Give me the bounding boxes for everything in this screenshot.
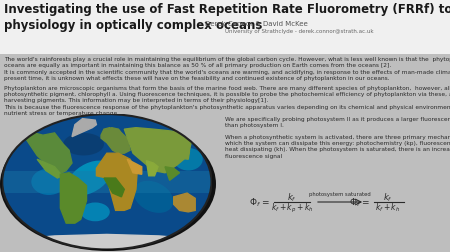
Ellipse shape bbox=[63, 133, 104, 156]
Polygon shape bbox=[104, 178, 124, 197]
Text: $\Phi_f\, =\,$: $\Phi_f\, =\,$ bbox=[248, 196, 270, 208]
Ellipse shape bbox=[0, 117, 216, 251]
Bar bbox=[0, 0, 450, 55]
Polygon shape bbox=[101, 128, 130, 154]
Text: $k_f + k_h$: $k_f + k_h$ bbox=[375, 201, 401, 213]
Polygon shape bbox=[2, 235, 212, 249]
Text: Investigating the use of Fast Repetition Rate Fluorometry (FRRf) to study phytop: Investigating the use of Fast Repetition… bbox=[4, 3, 450, 32]
Text: photosystem saturated: photosystem saturated bbox=[309, 191, 371, 196]
Polygon shape bbox=[72, 119, 96, 137]
Polygon shape bbox=[146, 161, 158, 176]
Polygon shape bbox=[174, 193, 195, 212]
Text: It is commonly accepted in the scientific community that the world's oceans are : It is commonly accepted in the scientifi… bbox=[4, 70, 450, 81]
Ellipse shape bbox=[2, 115, 212, 249]
Text: When a photosynthetic system is activated, there are three primary mechanisms by: When a photosynthetic system is activate… bbox=[225, 135, 450, 158]
Bar bbox=[2, 171, 212, 193]
Text: University of Strathclyde - derek.connor@strath.ac.uk: University of Strathclyde - derek.connor… bbox=[225, 29, 374, 34]
Ellipse shape bbox=[134, 181, 173, 213]
Polygon shape bbox=[124, 128, 191, 173]
Text: Phytoplankton are microscopic organisms that form the basis of the marine food w: Phytoplankton are microscopic organisms … bbox=[4, 86, 450, 103]
Polygon shape bbox=[204, 209, 208, 217]
Text: The world's rainforests play a crucial role in maintaining the equilibrium of th: The world's rainforests play a crucial r… bbox=[4, 57, 450, 68]
Bar bbox=[0, 55, 450, 252]
Polygon shape bbox=[9, 128, 72, 175]
Polygon shape bbox=[109, 128, 123, 141]
Polygon shape bbox=[37, 160, 62, 178]
Ellipse shape bbox=[67, 161, 112, 196]
Polygon shape bbox=[127, 160, 142, 175]
Ellipse shape bbox=[32, 169, 66, 195]
Text: Derek Connor & David McKee: Derek Connor & David McKee bbox=[205, 21, 308, 27]
Polygon shape bbox=[60, 173, 86, 223]
Polygon shape bbox=[165, 167, 180, 181]
Text: This is because the fluorescence response of the phytoplankton's photosynthetic : This is because the fluorescence respons… bbox=[4, 105, 450, 116]
Ellipse shape bbox=[81, 203, 110, 222]
Text: $k_f + k_p + k_h$: $k_f + k_p + k_h$ bbox=[270, 201, 313, 214]
Text: $k_f$: $k_f$ bbox=[287, 191, 297, 203]
Text: $k_f$: $k_f$ bbox=[383, 191, 393, 203]
Text: $\Phi_f\, =\,$: $\Phi_f\, =\,$ bbox=[349, 196, 370, 208]
Ellipse shape bbox=[174, 148, 203, 171]
Polygon shape bbox=[96, 154, 137, 210]
Polygon shape bbox=[182, 151, 189, 160]
Text: We are specifically probing photosystem II as it produces a larger fluorescence : We are specifically probing photosystem … bbox=[225, 116, 450, 128]
